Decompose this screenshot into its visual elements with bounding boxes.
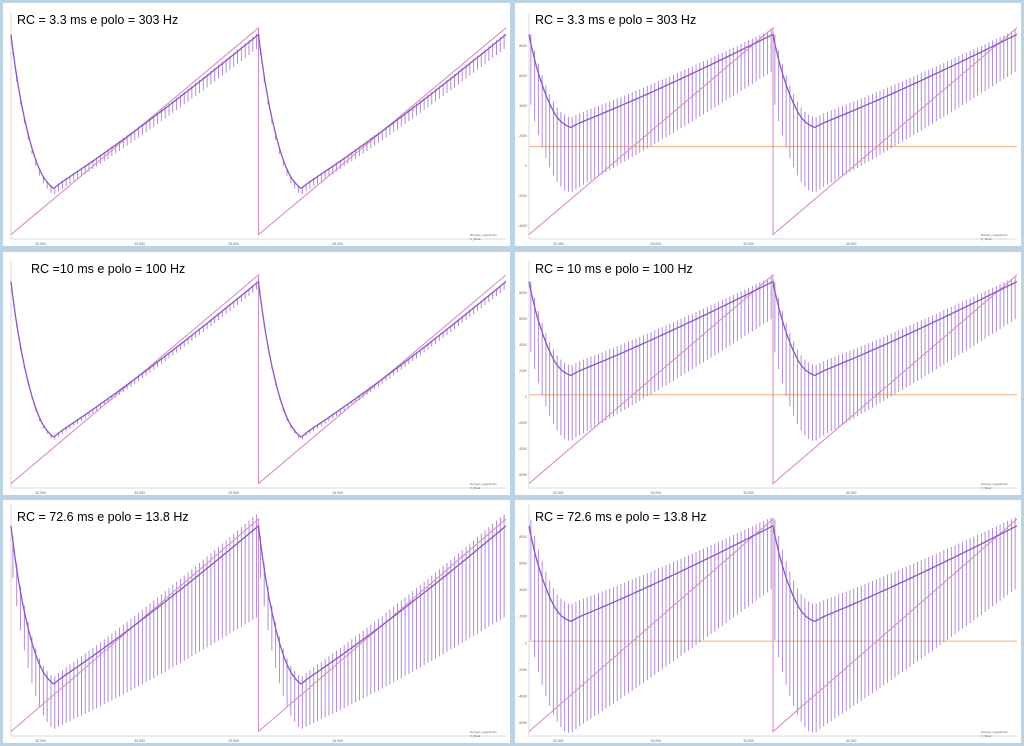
chart-title: RC = 72.6 ms e polo = 13.8 Hz bbox=[17, 510, 189, 524]
x-tick-label: 33.500 bbox=[743, 491, 754, 495]
x-tick-label: 33.500 bbox=[743, 739, 754, 743]
y-tick-label: -2000 bbox=[518, 668, 527, 672]
x-tick-label: 32.500 bbox=[553, 491, 564, 495]
legend-entry: V_Sinal bbox=[470, 486, 481, 490]
ramp-series bbox=[10, 273, 507, 485]
y-tick-label: 8000 bbox=[519, 535, 527, 539]
x-tick-label: 32.500 bbox=[553, 739, 564, 743]
chart-title: RC = 10 ms e polo = 100 Hz bbox=[535, 262, 693, 276]
legend-entry: V_Sinal bbox=[981, 734, 992, 738]
legend-entry: Rampa_Logaritmico bbox=[470, 233, 497, 237]
x-tick-label: 33.000 bbox=[651, 491, 662, 495]
y-tick-label: 6000 bbox=[519, 562, 527, 566]
x-tick-label: 33.000 bbox=[134, 491, 145, 495]
chart-title: RC = 72.6 ms e polo = 13.8 Hz bbox=[535, 510, 707, 524]
chart-svg: 32.500 33.000 33.500 34.000 Rampa_Logaritmic… bbox=[10, 504, 507, 743]
y-tick-label: 4000 bbox=[519, 588, 527, 592]
chart-svg: 32.500 33.000 33.500 34.000 8000 6000 4000 2000… bbox=[518, 260, 1018, 495]
x-tick-label: 33.500 bbox=[228, 242, 239, 246]
y-tick-label: -6000 bbox=[518, 473, 527, 477]
y-tick-label: 0 bbox=[525, 164, 527, 168]
y-tick-label: 4000 bbox=[519, 343, 527, 347]
y-tick-label: -2000 bbox=[518, 421, 527, 425]
chart-svg: 32.500 33.000 33.500 34.000 Rampa_Logaritmic… bbox=[10, 260, 507, 495]
x-tick-label: 34.000 bbox=[332, 491, 343, 495]
chart-panel: 32.500 33.000 33.500 34.000 8000 6000 4000 2000… bbox=[515, 500, 1021, 743]
y-tick-label: -2000 bbox=[518, 194, 527, 198]
chart-panel: 32.500 33.000 33.500 34.000 8000 6000 4000 2000… bbox=[515, 3, 1021, 246]
x-tick-label: 33.000 bbox=[651, 739, 662, 743]
chart-panel: 32.500 33.000 33.500 34.000 Rampa_Logaritmic… bbox=[3, 500, 510, 743]
legend-entry: V_Sinal bbox=[981, 486, 992, 490]
signal-series bbox=[528, 280, 1018, 376]
x-tick-label: 34.000 bbox=[846, 739, 857, 743]
signal-series bbox=[10, 33, 507, 189]
ramp-series bbox=[528, 517, 1018, 733]
legend-entry: V_Sinal bbox=[981, 237, 992, 241]
y-tick-label: -6000 bbox=[518, 721, 527, 725]
signal-series bbox=[10, 524, 507, 685]
y-tick-label: -4000 bbox=[518, 447, 527, 451]
chart-svg: 32.500 33.000 33.500 34.000 Rampa_Logaritmic… bbox=[10, 13, 507, 246]
chart-panel: 32.500 33.000 33.500 34.000 8000 6000 4000 2000… bbox=[515, 252, 1021, 495]
x-tick-label: 33.500 bbox=[743, 242, 754, 246]
x-tick-label: 34.000 bbox=[332, 242, 343, 246]
legend-entry: Rampa_Logaritmico bbox=[981, 730, 1008, 734]
legend-entry: Rampa_Logaritmico bbox=[981, 233, 1008, 237]
chart-panel: 32.500 33.000 33.500 34.000 Rampa_Logaritmic… bbox=[3, 3, 510, 246]
x-tick-label: 32.500 bbox=[35, 739, 46, 743]
x-tick-label: 34.000 bbox=[846, 242, 857, 246]
chart-panel: 32.500 33.000 33.500 34.000 Rampa_Logaritmic… bbox=[3, 252, 510, 495]
chart-title: RC = 3.3 ms e polo = 303 Hz bbox=[535, 13, 697, 27]
ramp-series bbox=[528, 273, 1018, 485]
chart-svg: 32.500 33.000 33.500 34.000 8000 6000 4000 2000… bbox=[518, 504, 1018, 743]
x-tick-label: 32.500 bbox=[553, 242, 564, 246]
y-tick-label: 6000 bbox=[519, 74, 527, 78]
x-tick-label: 33.000 bbox=[134, 242, 145, 246]
y-tick-label: 2000 bbox=[519, 369, 527, 373]
legend-entry: V_Sinal bbox=[470, 734, 481, 738]
x-tick-label: 34.000 bbox=[332, 739, 343, 743]
y-tick-label: -4000 bbox=[518, 694, 527, 698]
legend-entry: Rampa_Logaritmico bbox=[470, 482, 497, 486]
signal-series bbox=[10, 280, 507, 438]
legend-entry: V_Sinal bbox=[470, 237, 481, 241]
y-tick-label: 0 bbox=[525, 641, 527, 645]
x-tick-label: 33.500 bbox=[228, 739, 239, 743]
y-tick-label: -4000 bbox=[518, 224, 527, 228]
x-tick-label: 32.500 bbox=[35, 242, 46, 246]
y-tick-label: 0 bbox=[525, 395, 527, 399]
legend-entry: Rampa_Logaritmico bbox=[981, 482, 1008, 486]
x-tick-label: 32.500 bbox=[35, 491, 46, 495]
chart-svg: 32.500 33.000 33.500 34.000 8000 6000 4000 2000… bbox=[518, 13, 1018, 246]
y-tick-label: 4000 bbox=[519, 104, 527, 108]
x-tick-label: 34.000 bbox=[846, 491, 857, 495]
y-tick-label: 2000 bbox=[519, 615, 527, 619]
y-tick-label: 6000 bbox=[519, 317, 527, 321]
legend-entry: Rampa_Logaritmico bbox=[470, 730, 497, 734]
chart-title: RC = 3.3 ms e polo = 303 Hz bbox=[17, 13, 179, 27]
y-tick-label: 8000 bbox=[519, 291, 527, 295]
x-tick-label: 33.000 bbox=[134, 739, 145, 743]
x-tick-label: 33.000 bbox=[651, 242, 662, 246]
x-tick-label: 33.500 bbox=[228, 491, 239, 495]
ramp-series bbox=[528, 26, 1018, 236]
signal-series bbox=[528, 524, 1018, 622]
y-tick-label: 8000 bbox=[519, 44, 527, 48]
y-tick-label: 2000 bbox=[519, 134, 527, 138]
ramp-series bbox=[10, 26, 507, 236]
chart-title: RC =10 ms e polo = 100 Hz bbox=[31, 262, 186, 276]
signal-series bbox=[528, 33, 1018, 128]
